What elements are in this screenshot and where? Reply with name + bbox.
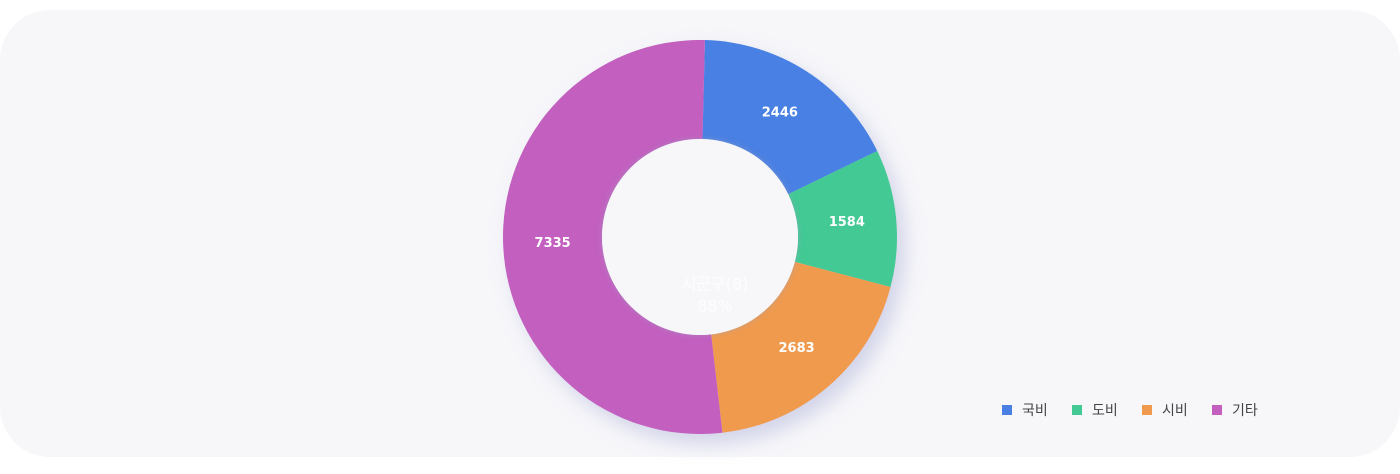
donut-hole [602,139,798,335]
slice [503,40,723,434]
data-label: 7335 [535,236,571,251]
data-label: 2683 [779,341,815,356]
slice [788,150,897,288]
center-label: 시군구(8) [682,275,749,294]
legend-swatch [1072,405,1082,415]
legend-label: 시비 [1162,403,1188,419]
slice [702,40,878,195]
legend-label: 도비 [1092,403,1118,419]
legend-label: 국비 [1022,403,1048,419]
slice [711,261,891,433]
legend-label: 기타 [1232,403,1258,419]
legend: 국비 도비 시비 기타 [1002,403,1258,419]
legend-swatch [1002,405,1012,415]
data-label: 2446 [762,105,798,120]
legend-swatch [1212,405,1222,415]
legend-swatch [1142,405,1152,415]
donut [503,40,897,434]
center-value: 88% [697,297,733,316]
data-label: 1584 [829,215,865,230]
